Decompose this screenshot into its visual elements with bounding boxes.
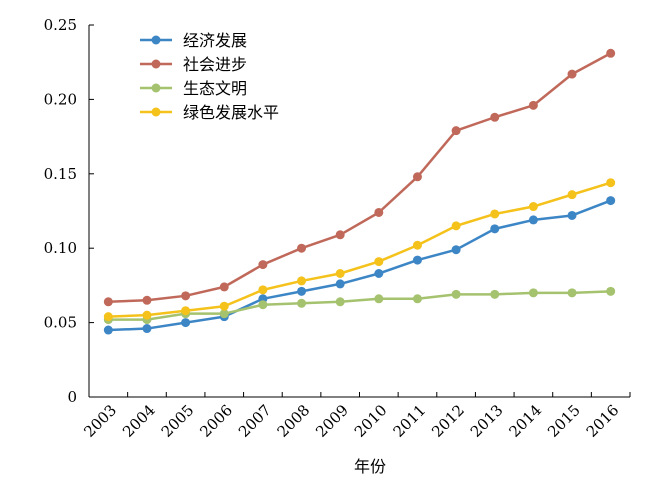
data-point — [528, 288, 538, 298]
x-tick-label: 2015 — [544, 401, 584, 441]
data-point — [528, 202, 538, 212]
legend-label: 社会进步 — [183, 55, 247, 74]
series-line — [108, 199, 612, 332]
data-point — [374, 294, 384, 304]
data-point — [374, 268, 384, 278]
x-tick-label: 2010 — [351, 401, 391, 441]
data-point — [567, 190, 577, 200]
legend-marker — [151, 107, 161, 117]
x-axis-title: 年份 — [354, 457, 386, 476]
series-line — [108, 52, 612, 304]
x-tick-label: 2008 — [274, 401, 314, 441]
data-point — [528, 215, 538, 225]
data-point — [335, 268, 345, 278]
data-point — [103, 297, 113, 307]
data-point — [297, 276, 307, 286]
data-point — [606, 48, 616, 58]
legend-marker — [151, 59, 161, 69]
y-tick-label: 0 — [67, 388, 77, 406]
legend-item: 经济发展 — [140, 31, 247, 50]
legend-label: 绿色发展水平 — [183, 103, 279, 122]
x-tick-label: 2011 — [390, 401, 430, 441]
data-point — [490, 112, 500, 122]
data-point — [606, 286, 616, 296]
data-point — [412, 294, 422, 304]
legend-item: 绿色发展水平 — [140, 103, 279, 122]
series-layer — [103, 48, 616, 335]
data-point — [374, 207, 384, 217]
series-4 — [103, 178, 616, 322]
x-tick-label: 2003 — [80, 401, 120, 441]
series-line — [108, 181, 612, 318]
legend-marker — [151, 83, 161, 93]
legend-label: 经济发展 — [183, 31, 247, 50]
y-tick-label: 0.20 — [44, 90, 77, 108]
x-tick-label: 2016 — [583, 401, 623, 441]
data-point — [606, 178, 616, 188]
data-point — [297, 298, 307, 308]
data-point — [142, 310, 152, 320]
data-point — [412, 172, 422, 182]
data-point — [335, 297, 345, 307]
data-point — [335, 230, 345, 240]
data-point — [567, 210, 577, 220]
data-point — [219, 309, 229, 319]
x-tick-label: 2004 — [119, 401, 159, 441]
series-1 — [103, 196, 616, 335]
data-point — [567, 288, 577, 298]
data-point — [528, 100, 538, 110]
data-point — [103, 325, 113, 335]
data-point — [490, 224, 500, 234]
data-point — [142, 295, 152, 305]
x-tick-label: 2012 — [428, 401, 468, 441]
legend-item: 生态文明 — [140, 79, 247, 98]
data-point — [490, 209, 500, 219]
data-point — [219, 282, 229, 292]
data-point — [297, 243, 307, 253]
y-tick-label: 0.25 — [44, 16, 77, 34]
data-point — [567, 69, 577, 79]
data-point — [142, 324, 152, 334]
data-point — [412, 240, 422, 250]
data-point — [181, 291, 191, 301]
data-point — [451, 126, 461, 136]
data-point — [258, 260, 268, 270]
data-point — [490, 289, 500, 299]
x-tick-label: 2013 — [467, 401, 507, 441]
x-tick-label: 2005 — [158, 401, 198, 441]
data-point — [335, 279, 345, 289]
axes — [88, 25, 630, 398]
series-2 — [103, 48, 616, 307]
data-point — [451, 245, 461, 255]
x-tick-label: 2006 — [196, 401, 236, 441]
data-point — [606, 196, 616, 206]
legend-marker — [151, 35, 161, 45]
legend-label: 生态文明 — [183, 79, 247, 98]
legend-item: 社会进步 — [140, 55, 247, 74]
x-tick-label: 2014 — [505, 401, 545, 441]
y-tick-label: 0.05 — [44, 314, 77, 332]
data-point — [451, 221, 461, 231]
x-tick-label: 2009 — [312, 401, 352, 441]
data-point — [181, 306, 191, 316]
x-ticks: 2003200420052006200720082009201020112012… — [80, 392, 631, 441]
data-point — [374, 257, 384, 267]
data-point — [451, 289, 461, 299]
data-point — [412, 255, 422, 265]
y-tick-label: 0.10 — [44, 239, 77, 257]
x-tick-label: 2007 — [235, 401, 275, 441]
data-point — [258, 300, 268, 310]
y-tick-label: 0.15 — [44, 165, 77, 183]
data-point — [181, 318, 191, 328]
data-point — [297, 286, 307, 296]
data-point — [103, 312, 113, 322]
series-line — [108, 290, 611, 321]
data-point — [219, 301, 229, 311]
series-3 — [103, 286, 616, 325]
y-ticks: 0 0.05 0.10 0.15 0.20 0.25 — [44, 16, 94, 406]
data-point — [258, 285, 268, 295]
